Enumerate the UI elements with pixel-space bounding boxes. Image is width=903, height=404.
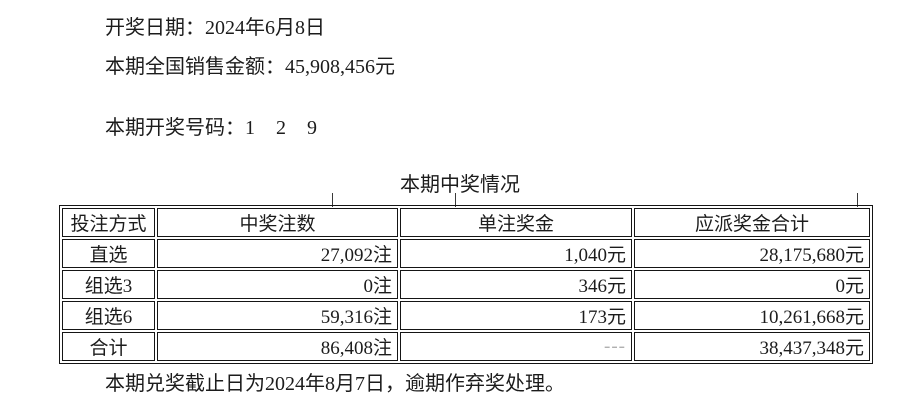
- cell-winning-bets: 0注: [157, 270, 398, 299]
- column-header-bet-type: 投注方式: [62, 208, 155, 237]
- sales-amount-line: 本期全国销售金额：45,908,456元: [105, 56, 395, 78]
- cell-bet-type: 合计: [62, 332, 155, 361]
- cell-winning-bets: 27,092注: [157, 239, 398, 268]
- prize-table-title: 本期中奖情况: [400, 174, 520, 196]
- cell-winning-bets: 59,316注: [157, 301, 398, 330]
- cell-total-prize: 10,261,668元: [634, 301, 870, 330]
- deadline-notice: 本期兑奖截止日为2024年8月7日，逾期作弃奖处理。: [105, 373, 565, 395]
- winning-numbers-line: 本期开奖号码：1 2 9: [105, 116, 319, 140]
- table-row: 组选6 59,316注 173元 10,261,668元: [62, 301, 870, 330]
- cell-total-prize: 0元: [634, 270, 870, 299]
- cell-prize-per-bet: 173元: [400, 301, 632, 330]
- draw-date-line: 开奖日期：2024年6月8日: [105, 17, 325, 39]
- table-row-total: 合计 86,408注 --- 38,437,348元: [62, 332, 870, 361]
- cell-winning-bets: 86,408注: [157, 332, 398, 361]
- column-header-prize-per-bet: 单注奖金: [400, 208, 632, 237]
- cell-total-prize: 28,175,680元: [634, 239, 870, 268]
- winning-numbers-value: 1 2 9: [245, 117, 319, 139]
- cell-bet-type: 组选6: [62, 301, 155, 330]
- cell-bet-type: 组选3: [62, 270, 155, 299]
- cell-total-prize: 38,437,348元: [634, 332, 870, 361]
- border-artifact-tick: [857, 193, 858, 207]
- prize-table: 投注方式 中奖注数 单注奖金 应派奖金合计 直选 27,092注 1,040元 …: [59, 205, 873, 364]
- table-row: 直选 27,092注 1,040元 28,175,680元: [62, 239, 870, 268]
- column-header-total-prize: 应派奖金合计: [634, 208, 870, 237]
- column-header-winning-bets: 中奖注数: [157, 208, 398, 237]
- table-row: 组选3 0注 346元 0元: [62, 270, 870, 299]
- border-artifact-tick: [455, 193, 456, 207]
- cell-prize-per-bet: 1,040元: [400, 239, 632, 268]
- border-artifact-tick: [332, 193, 333, 207]
- cell-bet-type: 直选: [62, 239, 155, 268]
- winning-numbers-label: 本期开奖号码：: [105, 117, 245, 139]
- cell-prize-per-bet: 346元: [400, 270, 632, 299]
- cell-prize-per-bet: ---: [400, 332, 632, 361]
- table-header-row: 投注方式 中奖注数 单注奖金 应派奖金合计: [62, 208, 870, 237]
